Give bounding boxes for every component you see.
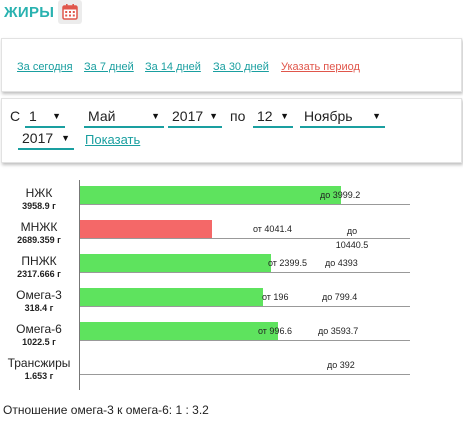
nutrient-bar-track bbox=[80, 220, 410, 239]
nutrient-amount: 1022.5 г bbox=[22, 337, 56, 347]
nutrient-amount: 2317.666 г bbox=[17, 269, 61, 279]
show-button[interactable]: Показать bbox=[85, 132, 141, 147]
max-norm-label: до 799.4 bbox=[322, 292, 358, 302]
nutrient-name: Омега-6 bbox=[16, 322, 62, 336]
to-month-value: Ноябрь bbox=[304, 108, 353, 124]
nutrient-amount: 3958.9 г bbox=[22, 201, 56, 211]
from-label: С bbox=[10, 108, 21, 124]
from-month-value: Май bbox=[88, 108, 116, 124]
to-label: по bbox=[230, 108, 246, 124]
chevron-down-icon: ▼ bbox=[280, 111, 289, 121]
nutrient-bar bbox=[80, 254, 272, 272]
nutrient-name: НЖК bbox=[25, 186, 53, 200]
nutrient-name: ПНЖК bbox=[21, 254, 57, 268]
header: ЖИРЫ bbox=[0, 0, 463, 30]
nutrient-row: ПНЖК 2317.666 г от 2399.5 до 4393 bbox=[0, 254, 463, 286]
page-title: ЖИРЫ bbox=[4, 4, 55, 21]
chevron-down-icon: ▼ bbox=[372, 111, 381, 121]
to-year-value: 2017 bbox=[22, 130, 54, 146]
period-custom-link[interactable]: Указать период bbox=[281, 61, 360, 73]
max-norm-label: до 4393 bbox=[325, 258, 358, 268]
period-14-days-link[interactable]: За 14 дней bbox=[145, 61, 201, 73]
period-today-link[interactable]: За сегодня bbox=[17, 61, 73, 73]
chevron-down-icon: ▼ bbox=[209, 111, 218, 121]
nutrient-bar bbox=[80, 186, 341, 204]
chevron-down-icon: ▼ bbox=[151, 111, 160, 121]
from-year-select[interactable]: 2017 ▼ bbox=[168, 108, 222, 128]
from-year-value: 2017 bbox=[172, 108, 204, 124]
nutrient-row: Трансжиры 1.653 г до 392 bbox=[0, 356, 463, 388]
nutrient-bar-track bbox=[80, 254, 410, 273]
nutrient-row: Омега-6 1022.5 г от 996.6 до 3593.7 bbox=[0, 322, 463, 354]
nutrient-bar bbox=[80, 288, 264, 306]
max-norm-label: до 392 bbox=[327, 360, 355, 370]
nutrient-amount: 318.4 г bbox=[24, 303, 54, 313]
chevron-down-icon: ▼ bbox=[52, 111, 61, 121]
chart-axis bbox=[79, 180, 80, 390]
max-norm-label: до 3593.7 bbox=[318, 326, 359, 336]
nutrient-row: МНЖК 2689.359 г от 4041.4 до 10440.5 bbox=[0, 220, 463, 252]
to-day-value: 12 bbox=[257, 108, 273, 124]
period-30-days-link[interactable]: За 30 дней bbox=[213, 61, 269, 73]
nutrient-bar-track bbox=[80, 288, 410, 307]
nutrient-bar-track bbox=[80, 322, 410, 341]
min-norm-label: от 2399.5 bbox=[268, 258, 307, 268]
from-day-value: 1 bbox=[29, 108, 37, 124]
nutrient-amount: 1.653 г bbox=[24, 371, 54, 381]
max-norm-label: до 10440.5 bbox=[335, 226, 369, 250]
nutrient-name: МНЖК bbox=[20, 220, 58, 234]
chevron-down-icon: ▼ bbox=[61, 133, 70, 143]
nutrient-row: Омега-3 318.4 г от 196 до 799.4 bbox=[0, 288, 463, 320]
calendar-icon bbox=[62, 4, 78, 20]
nutrient-amount: 2689.359 г bbox=[17, 235, 61, 245]
nutrient-name: Трансжиры bbox=[7, 356, 71, 370]
to-month-select[interactable]: Ноябрь ▼ bbox=[300, 108, 385, 128]
calendar-button[interactable] bbox=[58, 0, 82, 24]
omega-ratio-text: Отношение омега-3 к омега-6: 1 : 3.2 bbox=[3, 403, 209, 417]
from-month-select[interactable]: Май ▼ bbox=[84, 108, 164, 128]
min-norm-label: от 4041.4 bbox=[253, 224, 292, 234]
nutrient-row: НЖК 3958.9 г до 3999.2 bbox=[0, 186, 463, 218]
nutrient-bar bbox=[80, 322, 278, 340]
from-day-select[interactable]: 1 ▼ bbox=[25, 108, 65, 128]
nutrient-name: Омега-3 bbox=[16, 288, 62, 302]
nutrient-bar bbox=[80, 220, 212, 238]
max-norm-label: до 3999.2 bbox=[320, 190, 361, 200]
date-range-card bbox=[1, 98, 462, 163]
to-year-select[interactable]: 2017 ▼ bbox=[18, 130, 74, 150]
period-7-days-link[interactable]: За 7 дней bbox=[84, 61, 134, 73]
nutrient-bar-track bbox=[80, 186, 410, 205]
min-norm-label: от 196 bbox=[262, 292, 289, 302]
min-norm-label: от 996.6 bbox=[258, 326, 292, 336]
quick-period-card: За сегодня За 7 дней За 14 дней За 30 дн… bbox=[1, 38, 462, 92]
to-day-select[interactable]: 12 ▼ bbox=[253, 108, 293, 128]
nutrient-bar-track bbox=[80, 356, 410, 375]
